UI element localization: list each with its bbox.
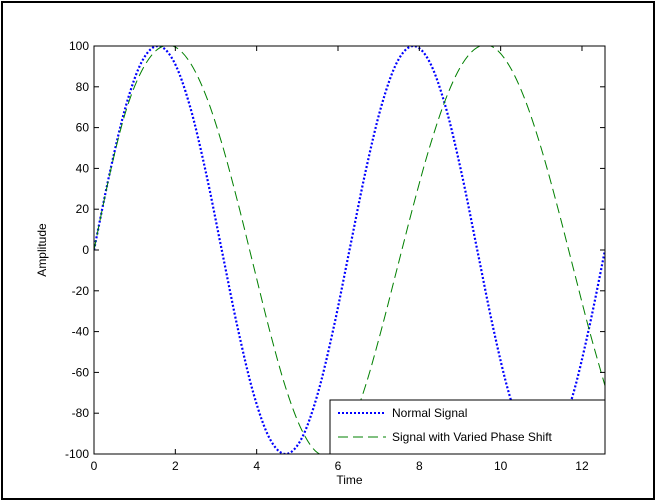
y-tick-label: 60 xyxy=(76,121,90,135)
series-line-normal-signal xyxy=(94,46,605,454)
y-tick-label: -20 xyxy=(72,284,90,298)
y-axis-title: Amplitude xyxy=(35,223,49,277)
x-tick-label: 2 xyxy=(172,459,179,473)
x-axis-title: Time xyxy=(336,473,363,487)
x-tick-label: 12 xyxy=(575,459,589,473)
x-tick-label: 4 xyxy=(253,459,260,473)
y-tick-label: -80 xyxy=(72,406,90,420)
y-tick-label: -40 xyxy=(72,325,90,339)
x-tick-label: 8 xyxy=(416,459,423,473)
legend: Normal Signal Signal with Varied Phase S… xyxy=(329,399,606,455)
y-tick-label: 40 xyxy=(76,161,90,175)
legend-label-normal-signal: Normal Signal xyxy=(392,406,467,420)
y-tick-label: 0 xyxy=(82,243,89,257)
x-tick-label: 0 xyxy=(91,459,98,473)
legend-label-phase-shift-signal: Signal with Varied Phase Shift xyxy=(392,430,553,444)
y-tick-label: 20 xyxy=(76,202,90,216)
y-tick-label: -60 xyxy=(72,365,90,379)
x-tick-label: 10 xyxy=(494,459,508,473)
y-tick-label: 100 xyxy=(69,39,89,53)
y-tick-label: -100 xyxy=(65,447,89,461)
y-tick-label: 80 xyxy=(76,80,90,94)
x-tick-label: 6 xyxy=(335,459,342,473)
legend-box xyxy=(329,399,606,455)
